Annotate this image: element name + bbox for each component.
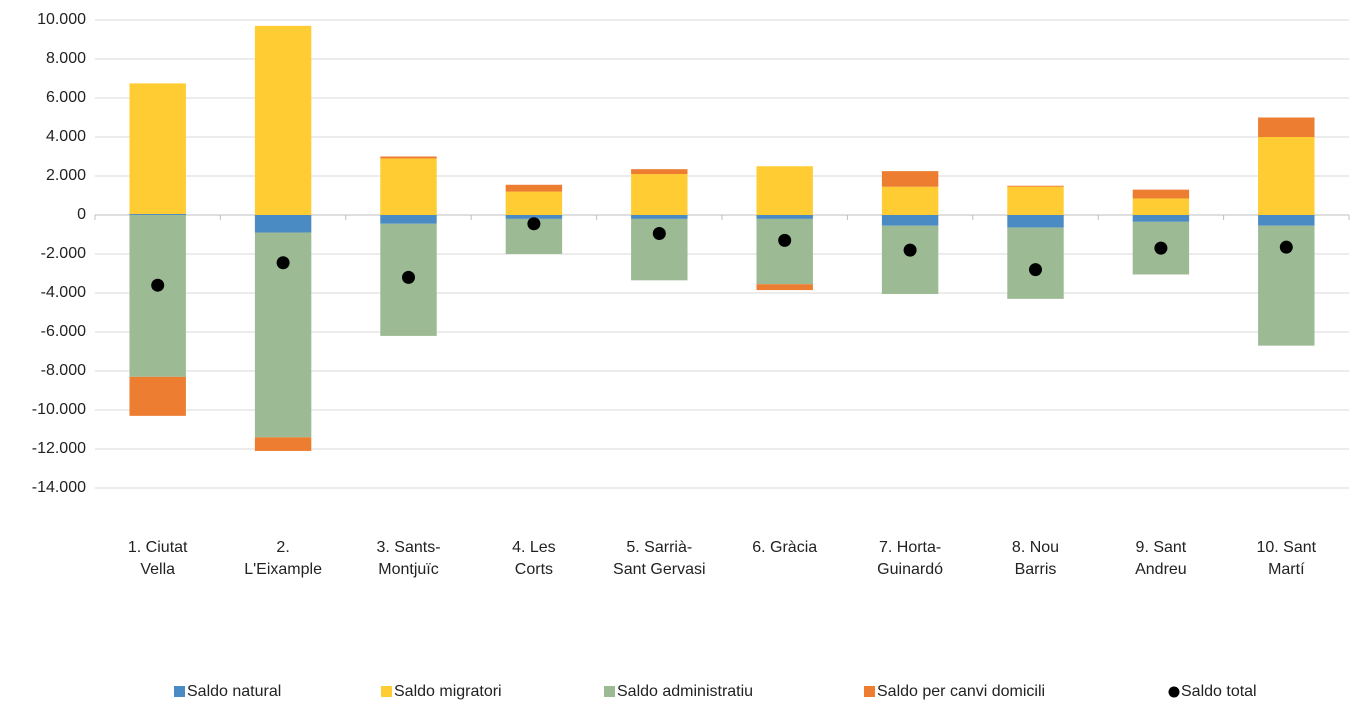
x-tick-label: Sant Gervasi bbox=[613, 561, 705, 578]
total-dot bbox=[276, 256, 290, 270]
total-dot bbox=[151, 278, 165, 292]
bar-segment bbox=[1258, 215, 1315, 226]
x-tick-label: 7. Horta- bbox=[879, 539, 941, 556]
x-tick-label: Martí bbox=[1268, 561, 1305, 578]
bar-segment bbox=[756, 166, 813, 215]
bar-segment bbox=[129, 214, 186, 215]
bar-segment bbox=[1132, 198, 1190, 215]
bar-segment bbox=[129, 215, 186, 377]
x-tick-label: 9. Sant bbox=[1136, 539, 1187, 556]
legend-label: Saldo migratori bbox=[394, 683, 502, 700]
total-dot bbox=[1279, 240, 1293, 254]
legend-marker bbox=[174, 686, 185, 697]
bar-segment bbox=[881, 171, 939, 187]
legend-marker bbox=[604, 686, 615, 697]
bar-segment bbox=[129, 376, 186, 416]
x-tick-label: 1. Ciutat bbox=[128, 539, 188, 556]
legend-label: Saldo natural bbox=[187, 683, 281, 700]
bar-segment bbox=[631, 169, 688, 175]
bar-segment bbox=[505, 184, 563, 192]
bar-segment bbox=[129, 83, 186, 215]
x-tick-label: Barris bbox=[1015, 561, 1057, 578]
y-tick-label: -10.000 bbox=[32, 401, 86, 418]
bar-segment bbox=[1132, 189, 1190, 199]
legend-label: Saldo administratiu bbox=[617, 683, 753, 700]
bar-segment bbox=[756, 218, 813, 285]
total-dot bbox=[778, 233, 792, 247]
x-tick-label: 4. Les bbox=[512, 539, 556, 556]
y-tick-label: 0 bbox=[77, 206, 86, 223]
bar-segment bbox=[254, 25, 312, 215]
total-dot bbox=[652, 227, 666, 241]
x-tick-label: Vella bbox=[140, 561, 175, 578]
bar-segment bbox=[881, 215, 939, 226]
bar-segment bbox=[881, 225, 939, 294]
x-tick-label: 8. Nou bbox=[1012, 539, 1059, 556]
bar-segment bbox=[380, 156, 437, 159]
x-tick-label: 10. Sant bbox=[1256, 539, 1316, 556]
y-tick-label: -8.000 bbox=[41, 362, 86, 379]
bar-segment bbox=[1007, 185, 1064, 187]
x-tick-label: 6. Gràcia bbox=[752, 539, 817, 556]
y-tick-label: 10.000 bbox=[37, 11, 86, 28]
x-tick-label: Corts bbox=[515, 561, 553, 578]
total-dot bbox=[527, 217, 541, 231]
bar-segment bbox=[380, 215, 437, 224]
y-tick-label: 6.000 bbox=[46, 89, 86, 106]
bar-segment bbox=[631, 174, 688, 215]
legend-marker bbox=[1168, 686, 1180, 698]
y-tick-label: -12.000 bbox=[32, 440, 86, 457]
bar-segment bbox=[1132, 215, 1190, 222]
bar-segment bbox=[1007, 186, 1064, 215]
bar-segment bbox=[254, 215, 312, 233]
bar-segment bbox=[1258, 137, 1315, 215]
x-tick-label: Andreu bbox=[1135, 561, 1187, 578]
x-tick-label: 3. Sants- bbox=[376, 539, 440, 556]
x-tick-label: 2. bbox=[276, 539, 289, 556]
y-tick-label: -6.000 bbox=[41, 323, 86, 340]
bar-segment bbox=[380, 158, 437, 215]
bar-segment bbox=[505, 191, 563, 215]
bar-segment bbox=[254, 437, 312, 451]
legend-marker bbox=[864, 686, 875, 697]
y-tick-label: -2.000 bbox=[41, 245, 86, 262]
x-tick-label: Guinardó bbox=[877, 561, 943, 578]
y-tick-label: -4.000 bbox=[41, 284, 86, 301]
total-dot bbox=[903, 243, 917, 257]
bar-segment bbox=[631, 215, 688, 219]
y-tick-label: 8.000 bbox=[46, 50, 86, 67]
bar-segment bbox=[881, 186, 939, 215]
legend-label: Saldo per canvi domicili bbox=[877, 683, 1045, 700]
bar-segment bbox=[505, 215, 563, 219]
y-tick-label: -14.000 bbox=[32, 479, 86, 496]
legend-marker bbox=[381, 686, 392, 697]
bar-segment bbox=[756, 284, 813, 291]
total-dot bbox=[1029, 263, 1042, 277]
x-tick-label: 5. Sarrià- bbox=[626, 539, 692, 556]
x-tick-label: Montjuïc bbox=[378, 561, 438, 578]
total-dot bbox=[1154, 241, 1168, 255]
bar-segment bbox=[1258, 117, 1315, 137]
x-tick-label: L'Eixample bbox=[244, 561, 322, 578]
bar-segment bbox=[756, 215, 813, 219]
bar-segment bbox=[1007, 215, 1064, 228]
total-dot bbox=[402, 270, 415, 284]
y-tick-label: 4.000 bbox=[46, 128, 86, 145]
y-tick-label: 2.000 bbox=[46, 167, 86, 184]
legend-label: Saldo total bbox=[1181, 683, 1257, 700]
